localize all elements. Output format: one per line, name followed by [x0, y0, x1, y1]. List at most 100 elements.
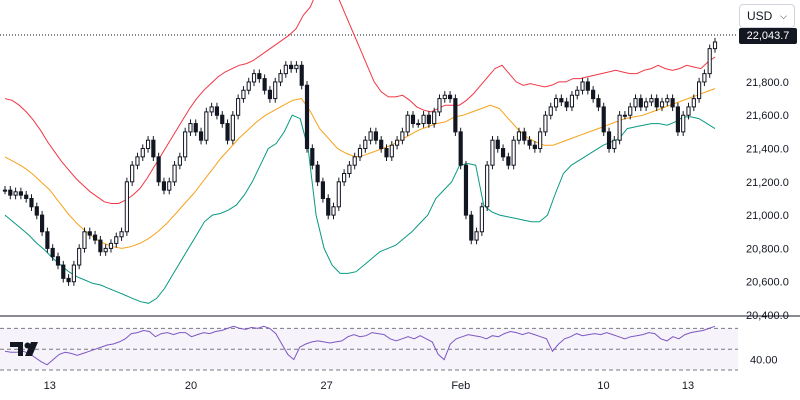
candle-body — [532, 144, 537, 150]
candle-body — [257, 73, 262, 80]
candle-body — [347, 164, 352, 174]
candle-body — [697, 81, 702, 100]
date-axis[interactable]: 13 20 27 Feb 10 13 — [44, 380, 695, 392]
candle-body — [294, 64, 299, 70]
rsi-pane — [0, 325, 738, 371]
candle-body — [161, 181, 167, 191]
candle-body — [691, 98, 696, 108]
candle-body — [389, 144, 394, 158]
candle-body — [273, 81, 278, 100]
candle-body — [220, 114, 225, 125]
date-tick-label: 10 — [597, 380, 609, 392]
candle-body — [156, 156, 161, 183]
price-axis[interactable]: 21,800.0 21,600.0 21,400.0 21,200.0 21,000.0… — [746, 77, 789, 322]
candle-body — [559, 98, 564, 103]
candle-body — [585, 81, 590, 91]
candle-body — [511, 139, 516, 166]
candle-body — [506, 156, 511, 166]
price-tick-label: 20,800.0 — [746, 243, 789, 255]
currency-select[interactable]: USD ⌵ — [739, 4, 795, 28]
candle-body — [331, 206, 336, 216]
candle-body — [214, 106, 220, 116]
candle-body — [310, 148, 315, 166]
lower-band-line — [4, 114, 716, 304]
candle-body — [230, 114, 235, 141]
candle-body — [622, 114, 628, 117]
candle-body — [98, 239, 103, 253]
candle-body — [527, 139, 532, 146]
candle-body — [13, 191, 18, 196]
price-tick-label: 21,000.0 — [746, 210, 789, 222]
candle-body — [336, 181, 341, 208]
candle-body — [548, 106, 553, 116]
candle-body — [575, 89, 580, 96]
candle-body — [103, 247, 108, 253]
candle-body — [209, 106, 214, 113]
candle-body — [628, 106, 633, 116]
candle-body — [395, 139, 400, 146]
candle-body — [379, 139, 384, 150]
candle-body — [289, 64, 294, 70]
candle-body — [77, 247, 82, 266]
candle-body — [262, 78, 267, 91]
candle-body — [479, 206, 484, 233]
rsi-tick-label: 40.00 — [750, 355, 778, 367]
candle-body — [453, 98, 458, 133]
candle-body — [400, 131, 405, 141]
candle-body — [18, 191, 23, 196]
candle-body — [246, 81, 251, 91]
candle-body — [606, 131, 612, 150]
rsi-line — [4, 325, 716, 366]
candle-body — [596, 98, 601, 108]
candle-body — [2, 189, 8, 192]
price-tick-label: 21,400.0 — [746, 144, 789, 156]
candle-body — [198, 131, 204, 141]
candle-body — [40, 214, 45, 233]
price-tick-label: 21,800.0 — [746, 77, 789, 89]
middle-band-line — [4, 88, 716, 249]
candle-body — [368, 131, 373, 141]
candle-body — [108, 242, 114, 249]
date-tick-label: 13 — [682, 380, 694, 392]
candle-body — [426, 114, 431, 125]
date-tick-label: 27 — [321, 380, 333, 392]
candle-body — [50, 247, 55, 258]
candle-body — [315, 164, 320, 183]
candle-body — [416, 123, 421, 126]
candle-body — [267, 89, 273, 100]
candle-body — [675, 106, 681, 133]
candle-body — [458, 131, 463, 166]
candle-body — [654, 98, 659, 108]
candle-body — [225, 123, 230, 141]
tradingview-logo-icon[interactable] — [10, 341, 46, 357]
candle-body — [373, 131, 378, 141]
candle-body — [352, 156, 357, 166]
chevron-down-icon: ⌵ — [780, 10, 787, 21]
candle-body — [193, 123, 198, 133]
candle-body — [638, 98, 643, 108]
candle-body — [363, 139, 368, 150]
candle-body — [405, 114, 410, 133]
candle-body — [61, 264, 66, 279]
candle-body — [670, 98, 675, 108]
candle-body — [135, 156, 140, 166]
candle-body — [283, 64, 288, 75]
candle-body — [82, 231, 87, 249]
candle-body — [172, 164, 177, 183]
candle-body — [463, 164, 469, 216]
last-price-label: 22,043.7 — [739, 28, 797, 44]
candle-body — [204, 111, 209, 141]
candle-body — [71, 264, 76, 283]
rsi-axis[interactable]: 40.00 — [750, 355, 778, 367]
price-tick-label: 20,600.0 — [746, 277, 789, 289]
candle-body — [29, 197, 34, 208]
candle-body — [442, 94, 447, 100]
candle-body — [326, 197, 331, 216]
candle-body — [278, 73, 283, 83]
candle-body — [151, 139, 156, 158]
candle-body — [299, 64, 304, 86]
candle-body — [236, 98, 241, 116]
candle-body — [447, 94, 453, 100]
candle-body — [384, 148, 389, 158]
